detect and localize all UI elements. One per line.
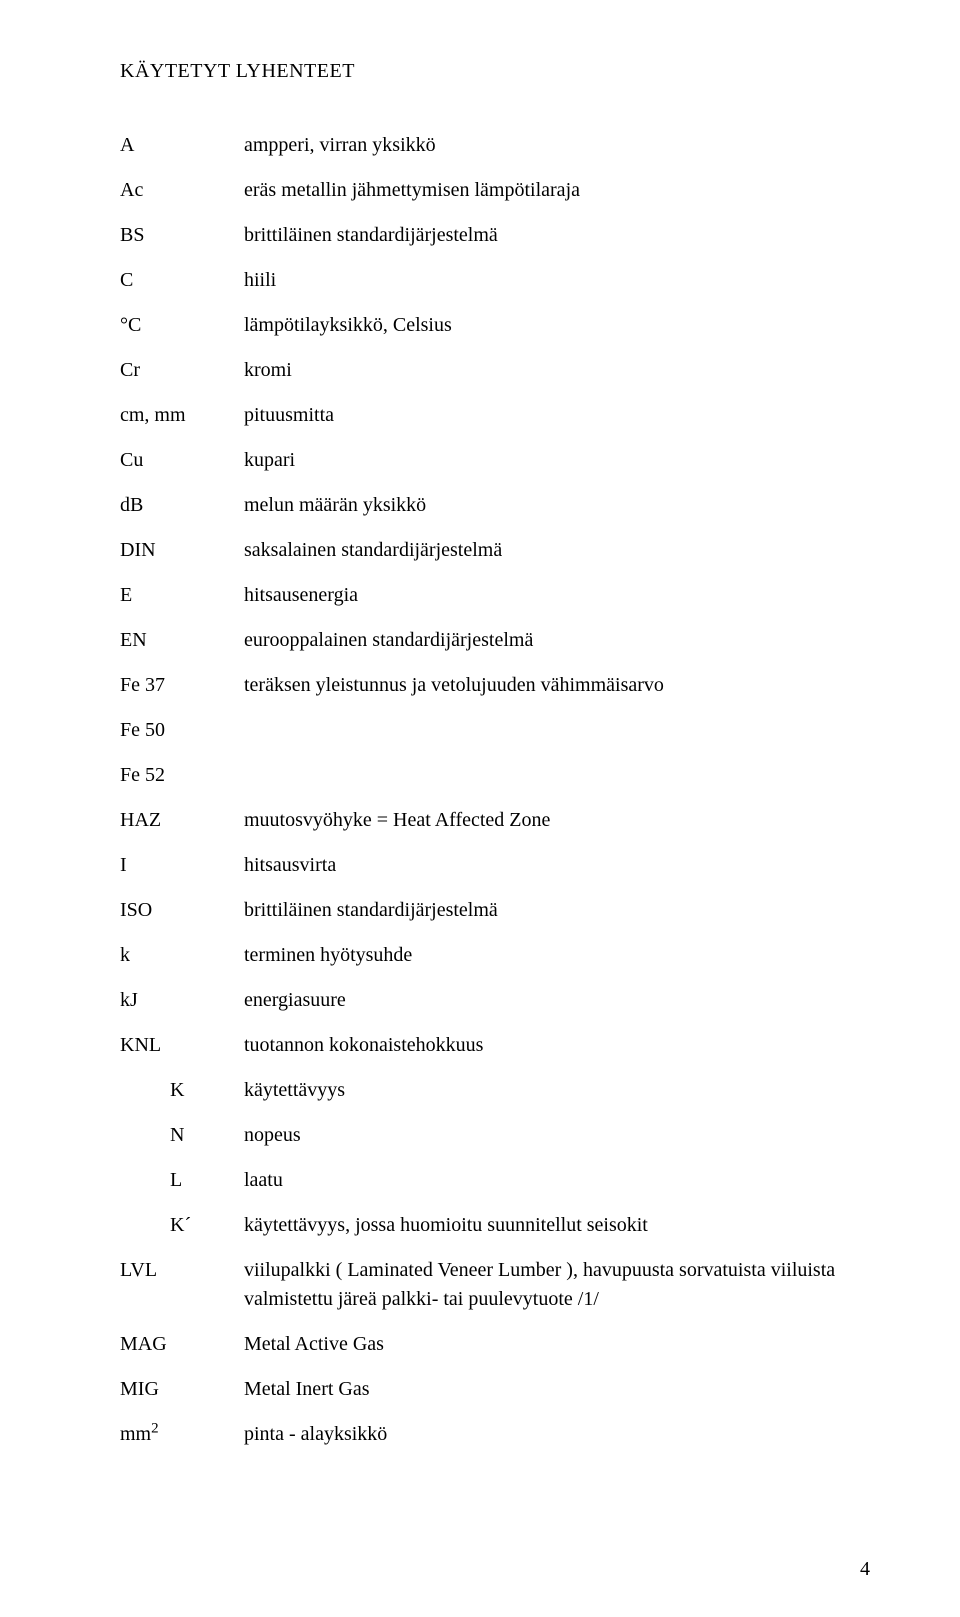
abbrev-definition: teräksen yleistunnus ja vetolujuuden väh… (244, 671, 870, 700)
abbrev-key: mm2 (120, 1420, 244, 1449)
abbrev-key: N (120, 1121, 244, 1150)
abbrev-row: Llaatu (120, 1166, 870, 1195)
abbrev-definition: hitsausenergia (244, 581, 870, 610)
abbrev-row: Ihitsausvirta (120, 851, 870, 880)
abbrev-row: HAZmuutosvyöhyke = Heat Affected Zone (120, 806, 870, 835)
abbrev-key: MIG (120, 1375, 244, 1404)
abbrev-definition: kupari (244, 446, 870, 475)
abbreviations-table: Aampperi, virran yksikköAceräs metallin … (120, 131, 870, 1449)
abbrev-row: Fe 52 (120, 761, 870, 790)
abbrev-definition: käytettävyys (244, 1076, 870, 1105)
abbrev-key: cm, mm (120, 401, 244, 430)
abbrev-definition: lämpötilayksikkö, Celsius (244, 311, 870, 340)
abbrev-definition: brittiläinen standardijärjestelmä (244, 221, 870, 250)
abbrev-key: Fe 37 (120, 671, 244, 700)
abbrev-key: °C (120, 311, 244, 340)
abbrev-definition: laatu (244, 1166, 870, 1195)
abbrev-key: Ac (120, 176, 244, 205)
abbrev-row: Crkromi (120, 356, 870, 385)
abbrev-row: LVLviilupalkki ( Laminated Veneer Lumber… (120, 1256, 870, 1314)
abbrev-row: Chiili (120, 266, 870, 295)
abbrev-key: E (120, 581, 244, 610)
abbrev-row: KNLtuotannon kokonaistehokkuus (120, 1031, 870, 1060)
abbrev-key: kJ (120, 986, 244, 1015)
abbrev-key: A (120, 131, 244, 160)
abbrev-row: Nnopeus (120, 1121, 870, 1150)
abbrev-row: ISObrittiläinen standardijärjestelmä (120, 896, 870, 925)
abbrev-key: K (120, 1076, 244, 1105)
abbrev-definition: viilupalkki ( Laminated Veneer Lumber ),… (244, 1256, 870, 1314)
abbrev-row: kJenergiasuure (120, 986, 870, 1015)
abbrev-row: Ehitsausenergia (120, 581, 870, 610)
page-number: 4 (860, 1558, 870, 1581)
abbrev-definition: eräs metallin jähmettymisen lämpötilaraj… (244, 176, 870, 205)
abbreviations-heading: KÄYTETYT LYHENTEET (120, 60, 870, 83)
abbrev-key: BS (120, 221, 244, 250)
abbrev-key: KNL (120, 1031, 244, 1060)
abbrev-key: C (120, 266, 244, 295)
abbrev-definition: nopeus (244, 1121, 870, 1150)
abbrev-key: EN (120, 626, 244, 655)
abbrev-row: Aceräs metallin jähmettymisen lämpötilar… (120, 176, 870, 205)
abbrev-row: kterminen hyötysuhde (120, 941, 870, 970)
abbrev-row: BSbrittiläinen standardijärjestelmä (120, 221, 870, 250)
abbrev-definition: pinta - alayksikkö (244, 1420, 870, 1449)
abbrev-definition: melun määrän yksikkö (244, 491, 870, 520)
abbrev-row: Fe 50 (120, 716, 870, 745)
abbrev-row: °Clämpötilayksikkö, Celsius (120, 311, 870, 340)
abbrev-key: Cu (120, 446, 244, 475)
abbrev-key: MAG (120, 1330, 244, 1359)
abbrev-row: Fe 37teräksen yleistunnus ja vetolujuude… (120, 671, 870, 700)
abbrev-key: Cr (120, 356, 244, 385)
abbrev-key: Fe 52 (120, 761, 244, 790)
abbrev-row: K´käytettävyys, jossa huomioitu suunnite… (120, 1211, 870, 1240)
abbrev-definition: muutosvyöhyke = Heat Affected Zone (244, 806, 870, 835)
abbrev-definition: pituusmitta (244, 401, 870, 430)
abbrev-key: K´ (120, 1211, 244, 1240)
abbrev-key: L (120, 1166, 244, 1195)
abbrev-row: mm2pinta - alayksikkö (120, 1420, 870, 1449)
abbrev-definition: energiasuure (244, 986, 870, 1015)
abbrev-definition: Metal Active Gas (244, 1330, 870, 1359)
abbrev-definition: käytettävyys, jossa huomioitu suunnitell… (244, 1211, 870, 1240)
abbrev-key: dB (120, 491, 244, 520)
abbrev-key: DIN (120, 536, 244, 565)
abbrev-definition: kromi (244, 356, 870, 385)
abbrev-row: MIGMetal Inert Gas (120, 1375, 870, 1404)
abbrev-key: HAZ (120, 806, 244, 835)
abbrev-row: Kkäytettävyys (120, 1076, 870, 1105)
abbrev-definition: brittiläinen standardijärjestelmä (244, 896, 870, 925)
abbrev-row: Aampperi, virran yksikkö (120, 131, 870, 160)
abbrev-definition: terminen hyötysuhde (244, 941, 870, 970)
abbrev-key: LVL (120, 1256, 244, 1285)
abbrev-row: MAGMetal Active Gas (120, 1330, 870, 1359)
abbrev-row: cm, mmpituusmitta (120, 401, 870, 430)
abbrev-definition: tuotannon kokonaistehokkuus (244, 1031, 870, 1060)
abbrev-definition: saksalainen standardijärjestelmä (244, 536, 870, 565)
abbrev-key: k (120, 941, 244, 970)
abbrev-row: Cukupari (120, 446, 870, 475)
abbrev-definition: hitsausvirta (244, 851, 870, 880)
abbrev-row: DINsaksalainen standardijärjestelmä (120, 536, 870, 565)
abbrev-definition: hiili (244, 266, 870, 295)
abbrev-key: ISO (120, 896, 244, 925)
abbrev-row: ENeurooppalainen standardijärjestelmä (120, 626, 870, 655)
abbrev-definition: ampperi, virran yksikkö (244, 131, 870, 160)
abbrev-key: Fe 50 (120, 716, 244, 745)
abbrev-definition: Metal Inert Gas (244, 1375, 870, 1404)
abbrev-key: I (120, 851, 244, 880)
abbrev-row: dBmelun määrän yksikkö (120, 491, 870, 520)
abbrev-definition: eurooppalainen standardijärjestelmä (244, 626, 870, 655)
